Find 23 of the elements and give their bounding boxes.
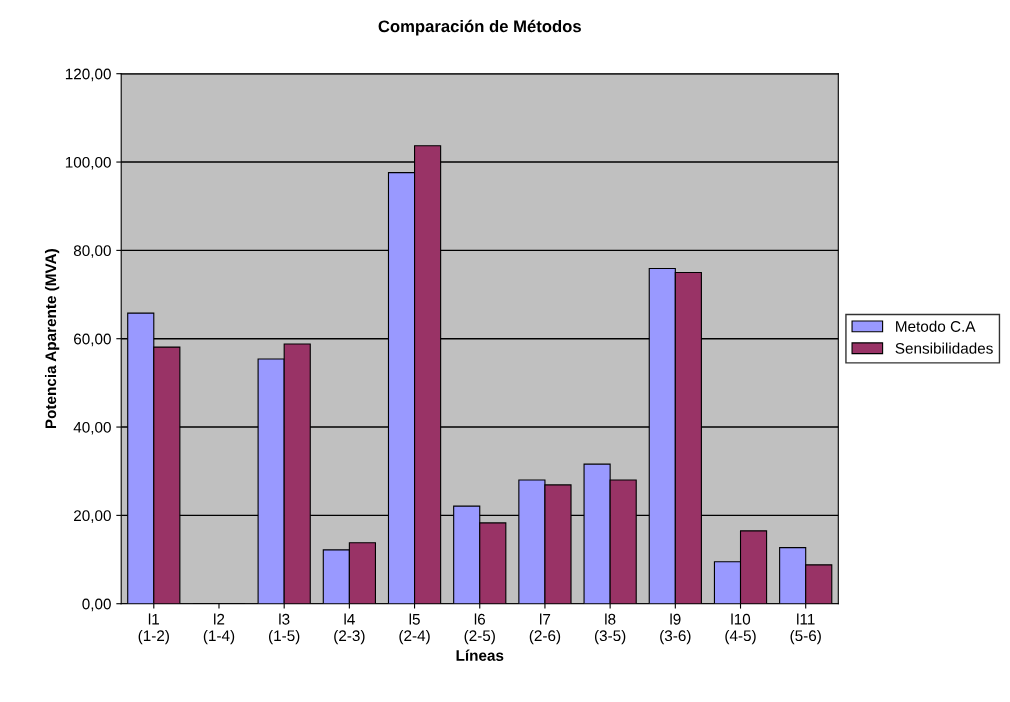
y-tick-label: 0,00 <box>82 598 111 612</box>
x-tick-label: l4 (2-3) <box>334 613 365 645</box>
x-tick-label: l11 (5-6) <box>790 613 821 645</box>
y-tick-label: 20,00 <box>74 510 111 523</box>
y-tick-label: 60,00 <box>74 333 111 347</box>
x-tick-label: l2 (1-4) <box>203 613 235 645</box>
x-tick-label: l5 (2-4) <box>399 613 430 645</box>
chart-title: Comparación de Métodos <box>378 19 581 36</box>
x-tick-label: l1 (1-2) <box>138 613 169 645</box>
x-tick-label: l9 (3-6) <box>660 613 691 645</box>
y-tick-label: 80,00 <box>73 245 111 258</box>
x-tick-label: l8 (3-5) <box>594 613 626 645</box>
x-tick-label: l3 (1-5) <box>269 613 300 645</box>
x-tick-label: l7 (2-6) <box>529 613 561 645</box>
y-tick-label: 100,00 <box>65 156 111 170</box>
x-axis-title: Líneas <box>456 649 504 661</box>
y-axis-title: Potencia Aparente (MVA) <box>44 249 60 429</box>
legend-label: Metodo C.A <box>896 320 976 332</box>
x-tick-label: l10 (4-5) <box>725 613 756 645</box>
legend-label: Sensibilidades <box>895 342 993 354</box>
x-tick-label: l6 (2-5) <box>464 613 495 645</box>
y-tick-label: 40,00 <box>73 421 111 435</box>
y-tick-label: 120,00 <box>65 68 111 82</box>
